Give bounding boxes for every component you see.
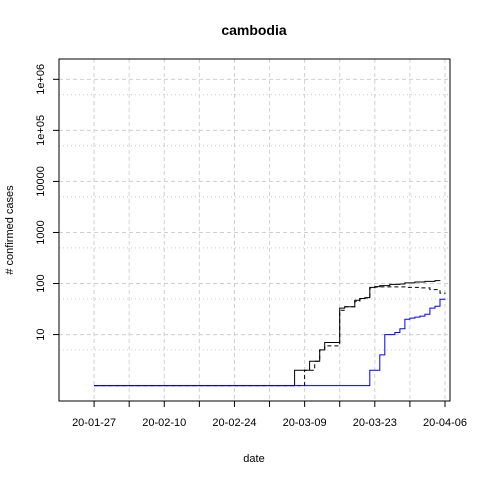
x-axis-label: date [243,453,264,465]
grid [59,59,450,401]
axes: 20-01-27 20-02-10 20-02-24 20-03-09 20-03-23… [35,64,467,429]
series-line-3 [94,298,446,387]
x-tick-label: 20-03-09 [283,417,327,429]
x-tick-label: 20-01-27 [72,417,116,429]
series-line-2 [94,286,446,387]
y-tick-label: 10 [35,328,47,340]
x-tick-label: 20-04-06 [423,417,467,429]
series-group [94,280,446,387]
y-tick-label: 1000 [35,220,47,244]
x-tick-label: 20-02-10 [142,417,186,429]
x-tick-label: 20-02-24 [212,417,256,429]
chart-title: cambodia [221,22,287,38]
y-tick-label: 10000 [35,166,47,197]
plot-frame [58,58,451,402]
y-axis-label: # confirmed cases [4,185,16,275]
y-tick-label: 100 [35,274,47,292]
y-tick-label: 1e+06 [35,64,47,95]
y-tick-label: 1e+05 [35,115,47,146]
x-tick-label: 20-03-23 [353,417,397,429]
series-line-1 [94,280,441,387]
